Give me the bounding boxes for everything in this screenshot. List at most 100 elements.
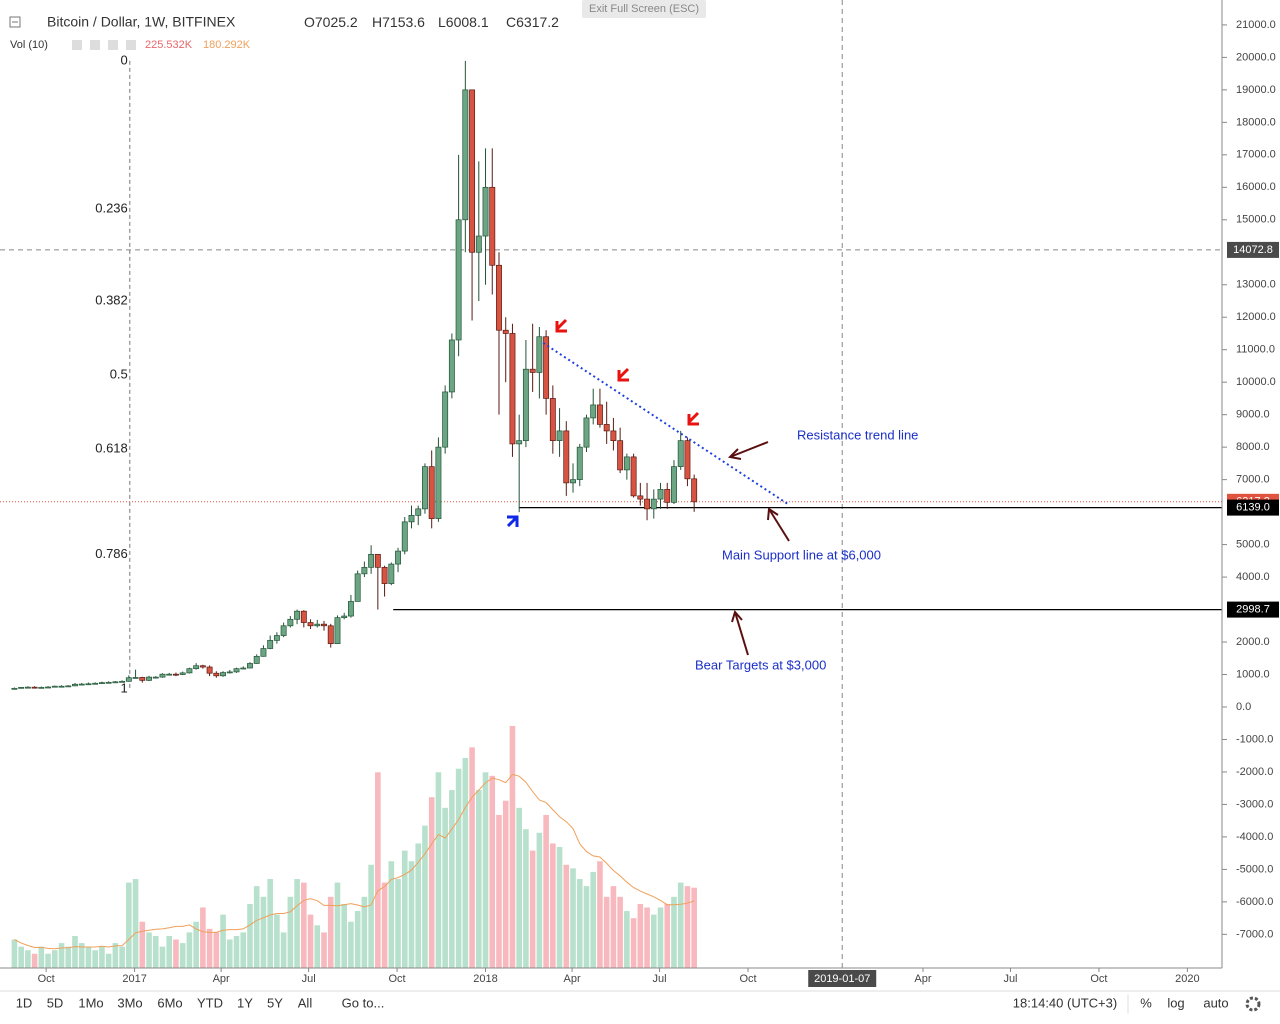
- fib-level: 0: [121, 52, 128, 67]
- volume-bar: [637, 903, 644, 968]
- volume-bar: [186, 932, 193, 968]
- volume-bar: [509, 726, 516, 968]
- candle-body: [455, 219, 462, 341]
- range-button[interactable]: 5D: [47, 995, 64, 1010]
- candle-body: [489, 186, 496, 266]
- volume-bar: [691, 887, 697, 968]
- candle-body: [428, 466, 435, 519]
- exit-button[interactable]: [582, 0, 706, 18]
- plot: 0 0.236 0.382 0.5 0.618 0.786 1: [0, 0, 1222, 968]
- volume-bar: [469, 747, 475, 968]
- legend-icon[interactable]: [72, 40, 82, 50]
- volume-bar: [408, 861, 415, 968]
- range-button[interactable]: 1D: [16, 995, 33, 1010]
- volume-bar: [583, 886, 590, 968]
- range-button[interactable]: All: [298, 995, 313, 1010]
- price-label: 6139.0: [1236, 502, 1270, 514]
- volume-bar: [119, 946, 125, 968]
- arrows: [727, 441, 790, 656]
- volume-bar: [112, 943, 119, 968]
- volume-bar: [65, 946, 72, 968]
- candle-body: [98, 682, 105, 684]
- y-tick-label: 7000.0: [1236, 474, 1270, 486]
- candle-body: [664, 489, 671, 503]
- candle-body: [475, 235, 482, 253]
- candle-body: [78, 683, 85, 686]
- candle-body: [307, 622, 314, 627]
- volume-bar: [536, 832, 543, 968]
- range-button[interactable]: 5Y: [267, 995, 283, 1010]
- volume-ma-value: 180.292K: [203, 39, 251, 51]
- y-tick-label: 12000.0: [1236, 311, 1276, 323]
- volume-bar: [516, 807, 522, 968]
- collapse-icon[interactable]: [9, 16, 21, 28]
- y-tick-label: -1000.0: [1236, 733, 1273, 745]
- candle-body: [287, 618, 294, 627]
- volume-bar: [361, 896, 368, 968]
- volume-value: 225.532K: [145, 39, 193, 51]
- volume-bar: [597, 861, 603, 968]
- candle-body: [11, 687, 18, 690]
- volume-bar: [354, 911, 361, 968]
- candle-body: [199, 665, 206, 668]
- x-tick-label: Oct: [1090, 973, 1107, 985]
- candle-body: [18, 686, 25, 689]
- y-tick-label: 21000.0: [1236, 19, 1276, 31]
- percent-toggle[interactable]: %: [1140, 995, 1152, 1010]
- volume-bar: [529, 850, 536, 968]
- candle-body: [125, 677, 132, 682]
- candle-body: [415, 508, 422, 516]
- volume-bar: [624, 911, 630, 968]
- candle-body: [253, 655, 260, 664]
- volume-bar: [590, 871, 597, 968]
- volume-bar: [226, 939, 233, 968]
- volume-bar: [38, 946, 45, 968]
- exit-label[interactable]: Exit Full Screen (ESC): [589, 3, 699, 15]
- range-button[interactable]: 1Mo: [78, 995, 103, 1010]
- arrow: [729, 441, 769, 458]
- volume-bar: [375, 772, 381, 968]
- goto-button[interactable]: Go to...: [342, 995, 385, 1010]
- candle-body: [240, 667, 247, 670]
- volume-bar: [603, 896, 610, 968]
- candle-body: [637, 495, 644, 500]
- legend-icon[interactable]: [108, 40, 118, 50]
- volume-bar: [166, 935, 173, 968]
- volume-bar: [455, 768, 462, 968]
- candle-body: [139, 677, 146, 681]
- y-tick-label: 2000.0: [1236, 636, 1270, 648]
- ohlc-label: O: [304, 14, 315, 30]
- legend-icon[interactable]: [126, 40, 136, 50]
- y-tick-label: 17000.0: [1236, 149, 1276, 161]
- log-toggle[interactable]: log: [1167, 995, 1184, 1010]
- ohlc-value: 6317.2: [516, 14, 559, 30]
- range-button[interactable]: 6Mo: [157, 995, 182, 1010]
- settings-icon[interactable]: [1245, 996, 1261, 1012]
- y-tick-label: 11000.0: [1236, 344, 1275, 356]
- range-button[interactable]: YTD: [197, 995, 223, 1010]
- y-tick-label: 13000.0: [1236, 279, 1276, 291]
- candle-body: [186, 668, 193, 674]
- volume-bar: [496, 814, 502, 968]
- volume-bar: [126, 882, 132, 968]
- candle-body: [469, 89, 476, 253]
- legend-icon[interactable]: [90, 40, 100, 50]
- candle-body: [623, 456, 630, 471]
- volume-bar: [200, 907, 206, 968]
- auto-toggle[interactable]: auto: [1203, 995, 1228, 1010]
- candle-body: [442, 391, 449, 448]
- candle-body: [516, 440, 523, 445]
- volume-bar: [502, 800, 509, 968]
- volume-bar: [341, 903, 347, 968]
- price-label: 2998.7: [1236, 603, 1270, 615]
- range-button[interactable]: 3Mo: [117, 995, 142, 1010]
- candle-body: [462, 89, 469, 221]
- volume-bar: [677, 882, 684, 968]
- volume-bar: [274, 914, 280, 968]
- volume-bar: [563, 864, 570, 968]
- range-button[interactable]: 1Y: [237, 995, 253, 1010]
- volume-bar: [576, 879, 583, 968]
- toolbar: 1D 5D 1Mo 3Mo 6Mo YTD 1Y 5Y All: [16, 995, 313, 1010]
